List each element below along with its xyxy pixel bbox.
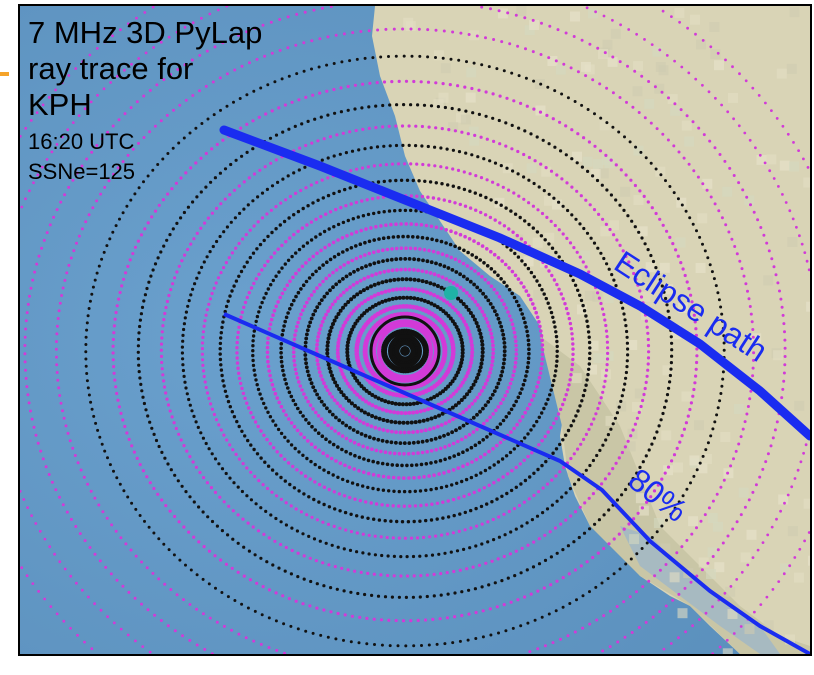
land-shade [540,336,810,654]
receiver-marker [444,286,458,300]
transmitter-marker [400,346,410,356]
eclipse-path-line [219,125,810,441]
title-line-3: KPH [28,87,92,122]
ray-trace-map: Eclipse path 80% [20,6,810,654]
map-frame: Eclipse path 80% 7 MHz 3D PyLap ray trac… [18,4,812,656]
title-line-2: ray trace for [28,51,194,86]
inland-water [620,526,780,654]
land-mass [372,6,810,654]
obscuration-80-line [223,312,810,654]
title-line-1: 7 MHz 3D PyLap [28,15,263,50]
ray-landing-dots [20,6,810,654]
orange-accent-mark [0,72,9,76]
time-label: 16:20 UTC [28,129,135,154]
ssn-label: SSNe=125 [28,159,136,184]
